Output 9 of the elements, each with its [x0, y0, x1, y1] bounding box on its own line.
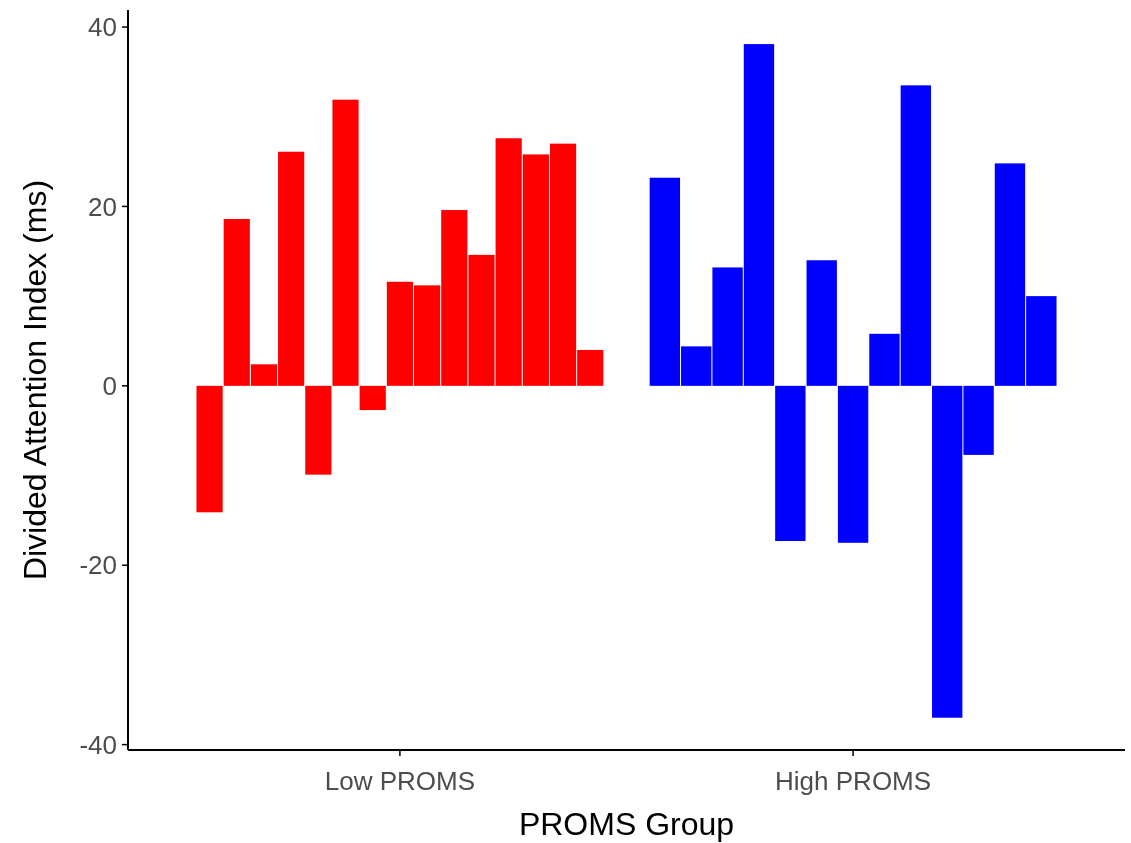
y-axis-title: Divided Attention Index (ms) [17, 179, 53, 581]
y-tick-label: 0 [102, 370, 117, 401]
x-axis-title: PROMS Group [518, 806, 735, 842]
y-tick-label: 40 [88, 12, 117, 43]
x-tick-label: High PROMS [775, 766, 932, 796]
y-tick-label: -40 [79, 729, 117, 760]
y-tick-label: 20 [88, 191, 117, 222]
x-tick-label: Low PROMS [324, 766, 476, 796]
y-tick-label: -20 [79, 550, 117, 581]
